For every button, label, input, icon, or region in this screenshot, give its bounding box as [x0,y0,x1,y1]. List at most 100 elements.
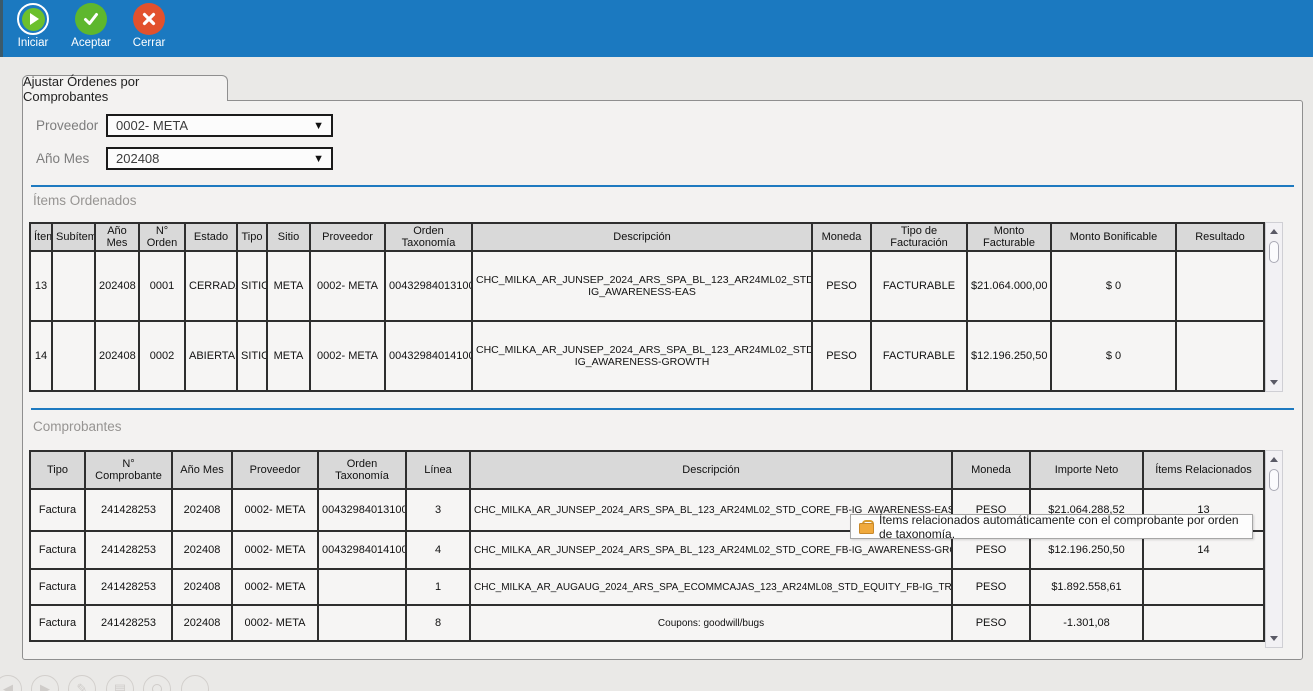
column-header: Descripción [469,450,953,490]
column-header: Descripción [471,222,813,252]
nav-back-button[interactable]: ◀ [0,675,22,691]
table-cell: CHC_MILKA_AR_JUNSEP_2024_ARS_SPA_BL_123_… [471,320,813,392]
table-cell [1175,250,1265,322]
scroll-up-icon[interactable] [1266,224,1282,239]
comprobantes-table: Tipo N° Comprobante Año Mes Proveedor Orden … [29,450,1265,642]
section-divider [31,185,1294,187]
table-cell: CHC_MILKA_AR_AUGAUG_2024_ARS_SPA_ECOMMCA… [469,568,953,606]
more-options-button[interactable]: … [181,675,209,691]
column-header: Estado [184,222,238,252]
table-cell: 3 [405,488,471,532]
scroll-up-icon[interactable] [1266,452,1282,467]
proveedor-select[interactable]: 0002- META ▼ [106,114,333,137]
column-header: Resultado [1175,222,1265,252]
iniciar-button[interactable]: Iniciar [4,3,62,55]
close-icon [133,3,165,35]
table-cell [1142,604,1265,642]
table-cell: CHC_MILKA_AR_JUNSEP_2024_ARS_SPA_BL_123_… [471,250,813,322]
column-header: Tipo de Facturación [870,222,968,252]
anio-mes-select[interactable]: 202408 ▼ [106,147,333,170]
comprobantes-title: Comprobantes [33,419,122,434]
print-button[interactable]: ▤ [106,675,134,691]
table-cell: 4 [405,530,471,570]
table-cell: $ 0 [1050,320,1177,392]
column-header: Tipo [236,222,268,252]
table-row[interactable]: Factura 241428253 202408 0002- META 1 CHC_MIL… [29,568,1265,606]
table-row[interactable]: 14 202408 0002 ABIERTA SITIO META 0002- META 00… [29,320,1265,392]
tooltip: Ítems relacionados automáticamente con e… [850,512,1253,541]
table-cell: FACTURABLE [870,320,968,392]
table-cell: $21.064.000,00 [966,250,1052,322]
play-icon [17,3,49,35]
column-header: Ítem [29,222,53,252]
cerrar-button[interactable]: Cerrar [120,3,178,55]
table-cell: 0002 [138,320,186,392]
table-cell: $12.196.250,50 [966,320,1052,392]
table-cell: 202408 [171,604,233,642]
check-icon [75,3,107,35]
table-cell: $ 0 [1050,250,1177,322]
comprobantes-scroll-thumb[interactable] [1269,469,1279,491]
column-header: Moneda [951,450,1031,490]
table-cell [317,568,407,606]
column-header: Proveedor [309,222,386,252]
table-cell: 13 [29,250,53,322]
column-header: Monto Bonificable [1050,222,1177,252]
aceptar-button[interactable]: Aceptar [62,3,120,55]
nav-forward-button[interactable]: ▶ [31,675,59,691]
table-cell: CERRADA [184,250,238,322]
edit-pencil-button[interactable]: ✎ [68,675,96,691]
tooltip-text: Ítems relacionados automáticamente con e… [879,512,1239,541]
proveedor-label: Proveedor [36,118,99,133]
table-cell: SITIO [236,250,268,322]
column-header: Subítem [51,222,96,252]
table-cell: 0002- META [231,604,319,642]
table-cell: 202408 [171,488,233,532]
column-header: Año Mes [94,222,140,252]
window-edge [0,0,3,57]
table-cell: 0002- META [231,530,319,570]
table-cell: PESO [951,568,1031,606]
table-cell: PESO [811,320,872,392]
table-cell: 0002- META [231,488,319,532]
scroll-down-icon[interactable] [1266,631,1282,646]
table-cell: SITIO [236,320,268,392]
table-cell: Factura [29,488,86,532]
table-row[interactable]: 13 2024080001CERRADASITIOMETA0002- META00… [29,250,1265,322]
column-header: Orden Taxonomía [317,450,407,490]
comprobantes-header-row: Tipo N° Comprobante Año Mes Proveedor Orden … [29,450,1265,490]
table-cell: 0001 [138,250,186,322]
items-scroll-thumb[interactable] [1269,241,1279,263]
table-row[interactable]: Factura 241428253 202408 0002- META 8 Coupons… [29,604,1265,642]
column-header: N° Orden [138,222,186,252]
chevron-down-icon: ▼ [313,120,324,132]
table-cell: $1.892.558,61 [1029,568,1144,606]
table-cell: 0002- META [231,568,319,606]
table-cell: -1.301,08 [1029,604,1144,642]
table-cell: 202408 [171,530,233,570]
aceptar-button-label: Aceptar [71,37,111,49]
table-cell [51,250,96,322]
chevron-down-icon: ▼ [313,153,324,165]
search-button[interactable] [143,675,171,691]
scroll-down-icon[interactable] [1266,375,1282,390]
table-cell: 004329840141000 [384,320,473,392]
table-cell: ABIERTA [184,320,238,392]
table-cell: Factura [29,604,86,642]
proveedor-value: 0002- META [116,118,189,133]
comprobantes-vertical-scrollbar[interactable] [1265,450,1283,648]
column-header: Importe Neto [1029,450,1144,490]
tab-ajustar-ordenes[interactable]: Ajustar Órdenes por Comprobantes [22,74,228,104]
iniciar-button-label: Iniciar [17,37,49,49]
items-vertical-scrollbar[interactable] [1265,222,1283,392]
table-cell [51,320,96,392]
table-cell: 241428253 [84,604,173,642]
table-cell: 14 [29,320,53,392]
table-cell: 202408 [94,250,140,322]
column-header: Tipo [29,450,86,490]
table-cell: 004329840131000 [384,250,473,322]
